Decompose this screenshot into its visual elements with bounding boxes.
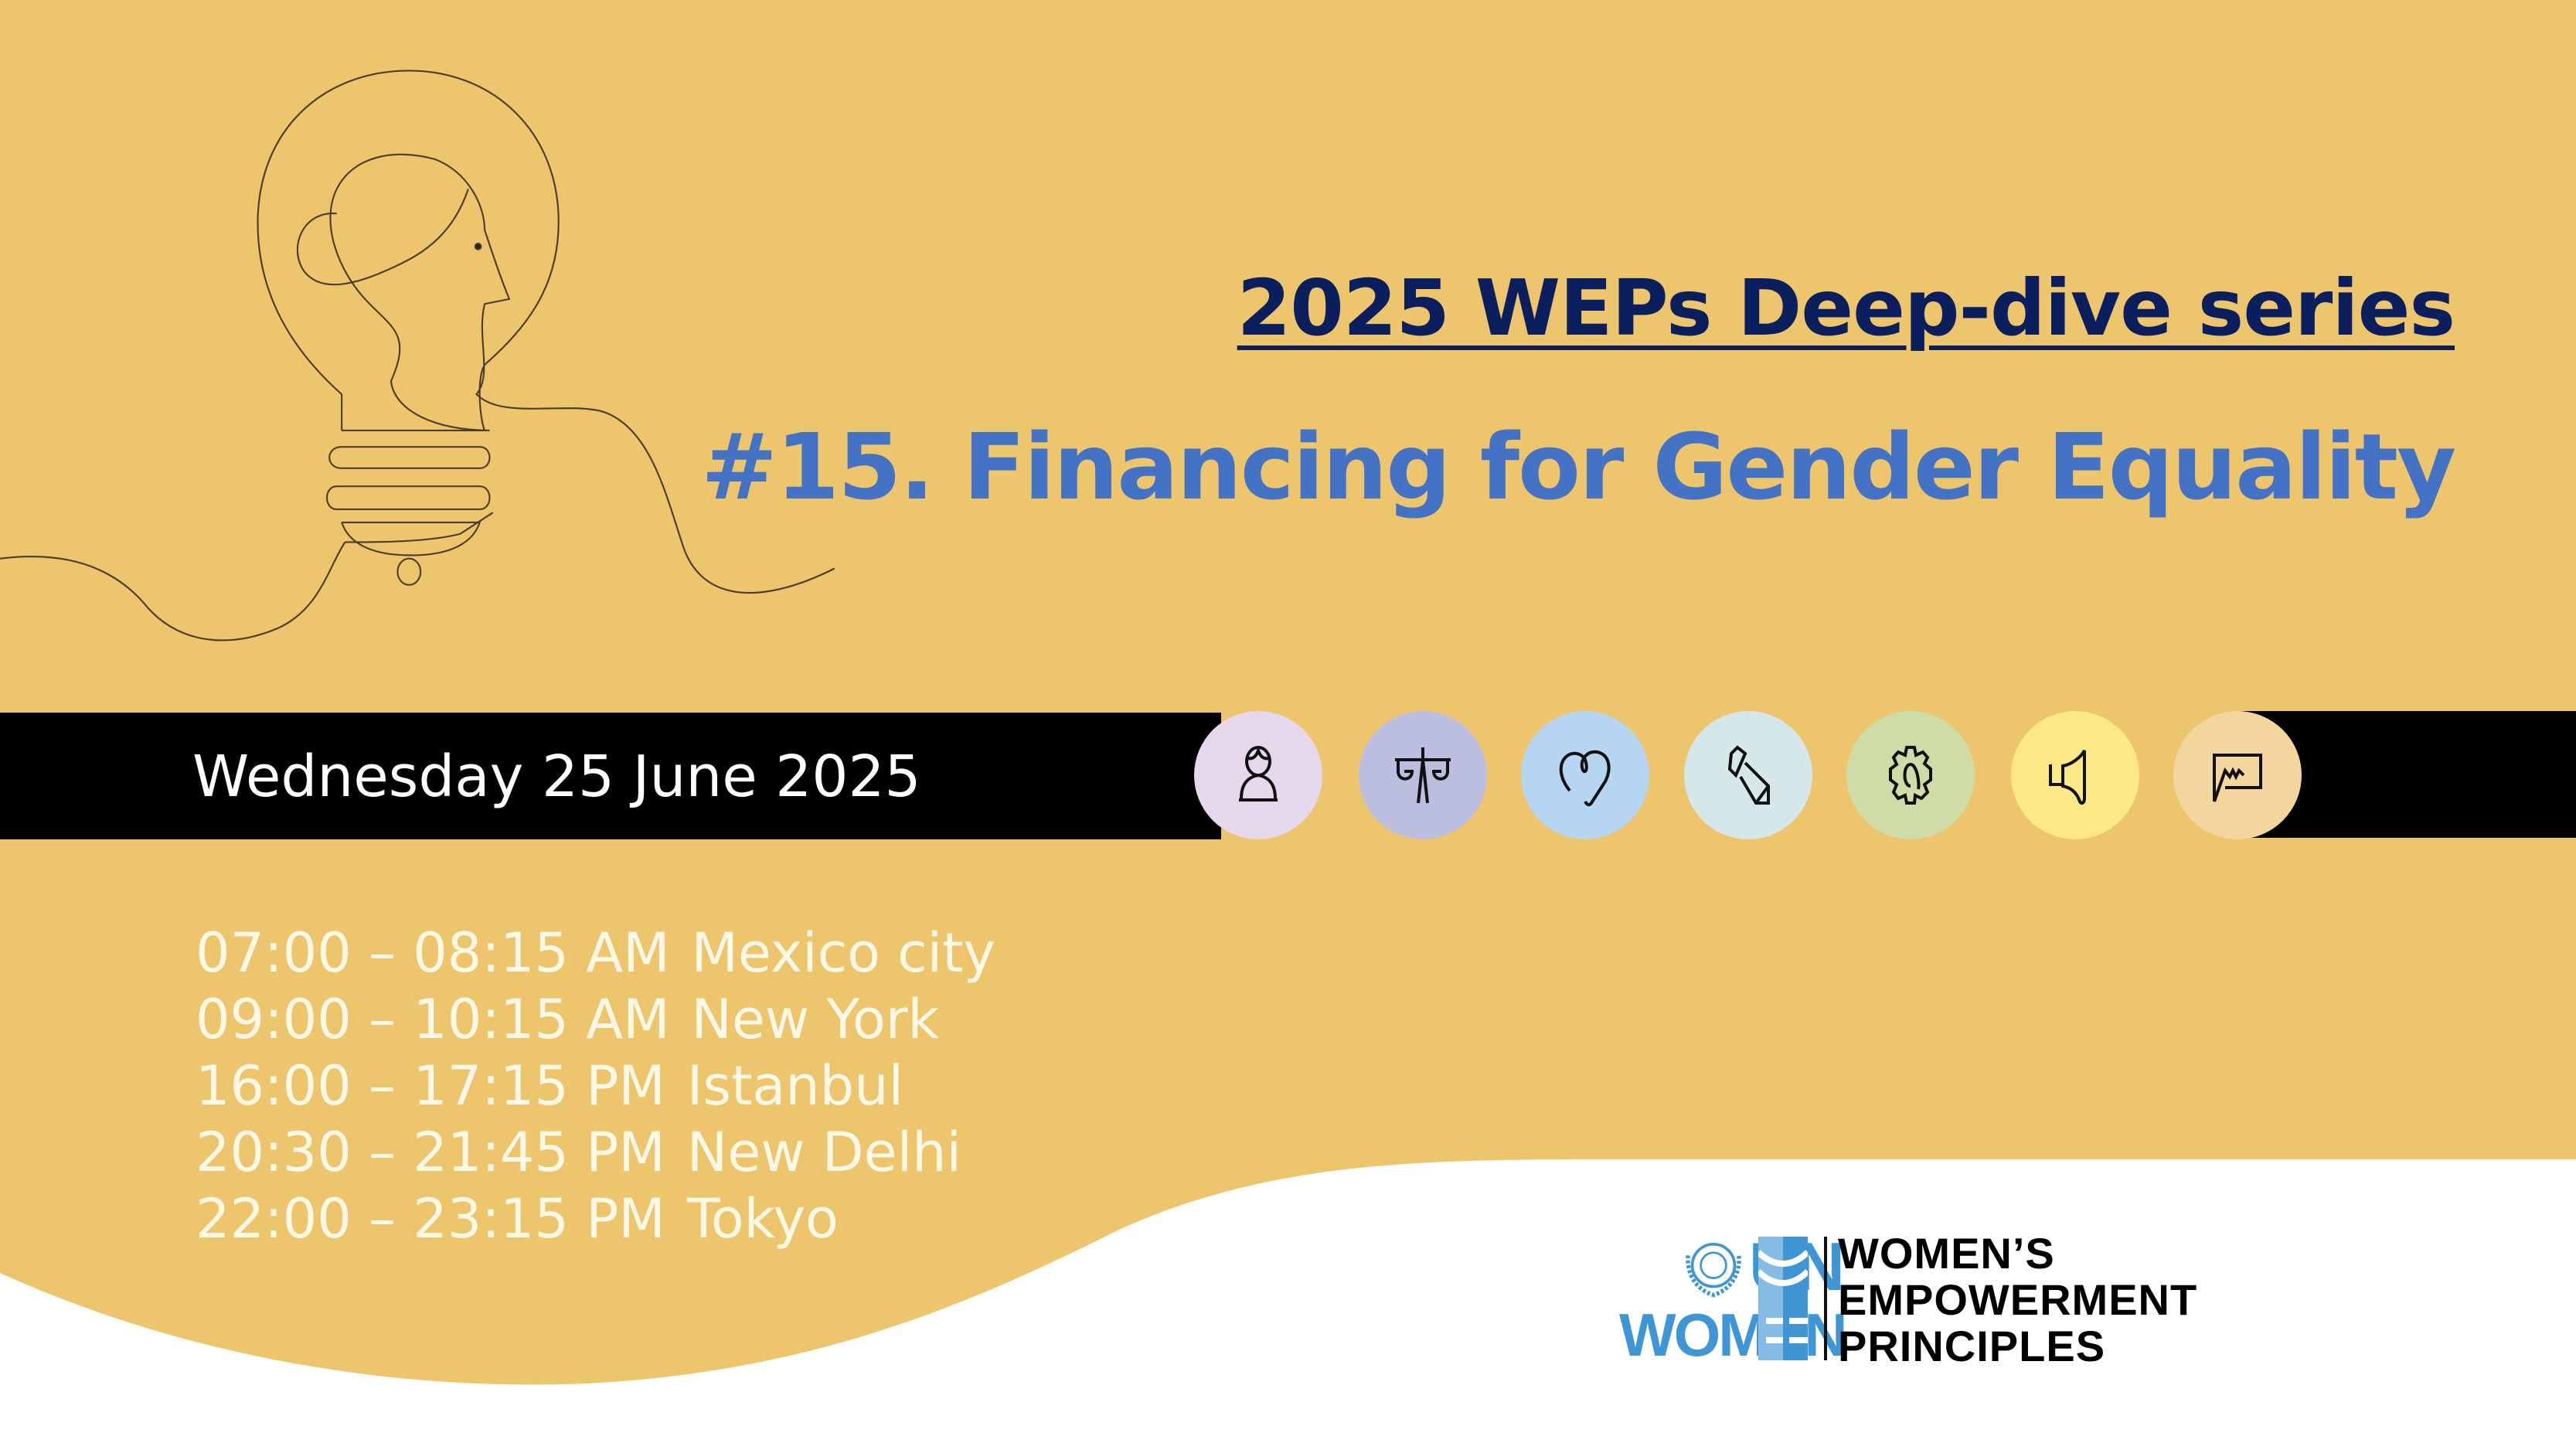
megaphone-icon [2011, 711, 2139, 839]
chart-board-icon [2173, 711, 2302, 839]
woman-leader-icon [1194, 711, 1322, 839]
schedule-row: 07:00 – 08:15 AM Mexico city [196, 920, 995, 986]
scales-icon [1359, 711, 1487, 839]
series-title: 2025 WEPs Deep-dive series [1237, 263, 2455, 353]
session-title: #15. Financing for Gender Equality [701, 414, 2456, 520]
city: Tokyo [686, 1187, 839, 1251]
schedule-row: 09:00 – 10:15 AM New York [196, 986, 995, 1053]
time-range: 22:00 – 23:15 PM [196, 1187, 665, 1251]
wep-line: PRINCIPLES [1838, 1322, 2106, 1370]
city: New York [691, 988, 940, 1051]
heart-icon [1521, 711, 1649, 839]
time-range: 09:00 – 10:15 AM [196, 988, 670, 1051]
event-date: Wednesday 25 June 2025 [192, 744, 921, 810]
gear-icon [1846, 711, 1975, 839]
pencil-icon [1684, 711, 1812, 839]
schedule-row: 16:00 – 17:15 PM Istanbul [196, 1053, 995, 1119]
lightbulb-woman-illustration [0, 70, 835, 642]
time-range: 16:00 – 17:15 PM [196, 1054, 665, 1118]
un-women-symbol-icon [1758, 1237, 1808, 1360]
schedule-list: 07:00 – 08:15 AM Mexico city 09:00 – 10:1… [196, 920, 995, 1252]
logo-divider [1824, 1237, 1827, 1360]
white-wave [0, 1159, 2576, 1443]
city: Istanbul [686, 1054, 903, 1118]
time-range: 20:30 – 21:45 PM [196, 1121, 665, 1184]
city: New Delhi [686, 1121, 961, 1184]
city: Mexico city [691, 921, 995, 985]
un-emblem-icon [1686, 1242, 1741, 1298]
schedule-row: 22:00 – 23:15 PM Tokyo [196, 1186, 995, 1252]
time-range: 07:00 – 08:15 AM [196, 921, 670, 985]
wep-line: WOMEN’S [1838, 1229, 2055, 1278]
weps-logo-text: WOMEN’S EMPOWERMENT PRINCIPLES [1838, 1230, 2197, 1370]
schedule-row: 20:30 – 21:45 PM New Delhi [196, 1119, 995, 1186]
date-band [0, 713, 1221, 839]
logo-women: WOMEN [1619, 1301, 1848, 1369]
wep-line: EMPOWERMENT [1838, 1275, 2198, 1324]
